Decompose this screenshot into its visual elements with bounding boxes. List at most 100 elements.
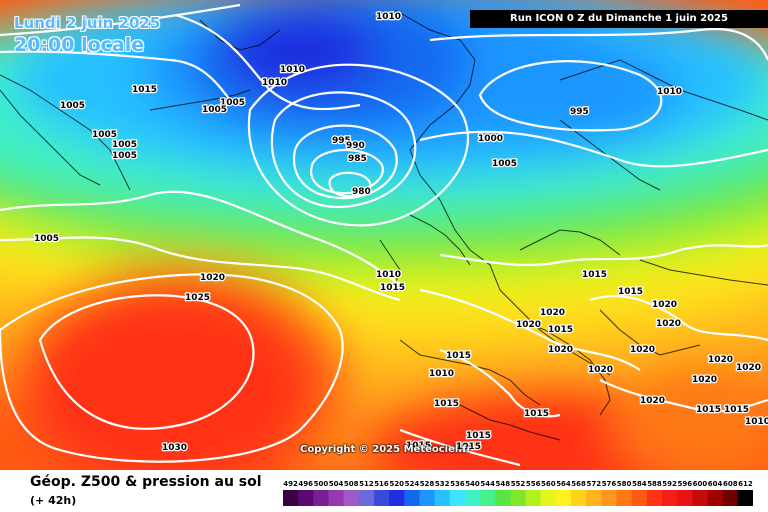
scale-tick-label: 504 bbox=[329, 480, 344, 488]
copyright-notice: Copyright © 2025 Meteociel.fr bbox=[300, 444, 472, 455]
run-info-banner: Run ICON 0 Z du Dimanche 1 juin 2025 bbox=[470, 10, 768, 28]
isobar-label: 1015 bbox=[548, 325, 573, 335]
isobar-label: 1015 bbox=[406, 441, 431, 451]
isobar-label: 1010 bbox=[745, 417, 768, 427]
scale-swatch bbox=[555, 490, 572, 506]
isobar-label: 995 bbox=[570, 107, 589, 117]
scale-tick-label: 508 bbox=[344, 480, 359, 488]
isobar-label: 1015 bbox=[132, 85, 157, 95]
scale-swatch bbox=[677, 490, 693, 506]
isobar-label: 1015 bbox=[380, 283, 405, 293]
isobar-label: 1005 bbox=[492, 159, 517, 169]
isobar-lines bbox=[0, 3, 768, 467]
scale-tick-label: 560 bbox=[541, 480, 556, 488]
scale-swatch bbox=[328, 490, 345, 506]
color-scale: 492 496 500 504 508 512 516 520 524 528 532 536 540 5… bbox=[283, 480, 753, 506]
isobar-label: 1020 bbox=[656, 319, 681, 329]
isobar-label: 1020 bbox=[640, 396, 665, 406]
scale-swatch bbox=[616, 490, 633, 506]
scale-swatch bbox=[374, 490, 390, 506]
scale-swatch bbox=[707, 490, 724, 506]
isobar-label: 1020 bbox=[630, 345, 655, 355]
scale-tick-label: 576 bbox=[602, 480, 617, 488]
scale-tick-label: 528 bbox=[420, 480, 435, 488]
isobar-label: 1020 bbox=[692, 375, 717, 385]
isobar-label: 1015 bbox=[434, 399, 459, 409]
scale-swatch bbox=[480, 490, 496, 506]
isobar-label: 1020 bbox=[548, 345, 573, 355]
scale-swatch bbox=[692, 490, 709, 506]
scale-tick-label: 552 bbox=[511, 480, 526, 488]
isobar-label: 1020 bbox=[736, 363, 761, 373]
isobar-label: 1000 bbox=[478, 134, 503, 144]
scale-tick-label: 568 bbox=[571, 480, 586, 488]
isobar-label: 1005 bbox=[60, 101, 85, 111]
isobar-label: 1010 bbox=[657, 87, 682, 97]
scale-swatch bbox=[586, 490, 602, 506]
scale-tick-label: 556 bbox=[526, 480, 541, 488]
scale-swatch bbox=[358, 490, 375, 506]
scale-tick-label: 572 bbox=[586, 480, 601, 488]
scale-swatch bbox=[449, 490, 466, 506]
isobar-label: 1010 bbox=[280, 65, 305, 75]
scale-tick-label: 496 bbox=[298, 480, 313, 488]
isobar-label: 1015 bbox=[456, 442, 481, 452]
scale-tick-label: 492 bbox=[283, 480, 298, 488]
scale-tick-label: 580 bbox=[617, 480, 632, 488]
isobar-label: 1020 bbox=[588, 365, 613, 375]
scale-swatch bbox=[434, 490, 451, 506]
isobar-label: 1005 bbox=[202, 105, 227, 115]
scale-tick-label: 588 bbox=[647, 480, 662, 488]
scale-swatch bbox=[737, 490, 753, 506]
scale-tick-label: 564 bbox=[556, 480, 571, 488]
scale-swatch bbox=[646, 490, 663, 506]
isobar-label: 1025 bbox=[185, 293, 210, 303]
isobar-label: 1020 bbox=[200, 273, 225, 283]
forecast-date: Lundi 2 juin 2025 bbox=[14, 14, 161, 32]
z500-color-field bbox=[0, 0, 768, 470]
isobar-label: 1020 bbox=[540, 308, 565, 318]
scale-swatch bbox=[298, 490, 314, 506]
scale-tick-label: 604 bbox=[708, 480, 723, 488]
scale-tick-label: 540 bbox=[465, 480, 480, 488]
isobar-label: 1005 bbox=[34, 234, 59, 244]
isobar-label: 1005 bbox=[92, 130, 117, 140]
scale-tick-label: 512 bbox=[359, 480, 374, 488]
scale-tick-label: 500 bbox=[314, 480, 329, 488]
scale-swatch bbox=[631, 490, 648, 506]
isobar-label: 1020 bbox=[652, 300, 677, 310]
isobar-label: 1010 bbox=[429, 369, 454, 379]
isobar-label: 985 bbox=[348, 154, 367, 164]
isobar-label: 1010 bbox=[262, 78, 287, 88]
isobar-label: 1015 bbox=[446, 351, 471, 361]
scale-swatch bbox=[525, 490, 542, 506]
isobar-label: 1020 bbox=[516, 320, 541, 330]
scale-swatch bbox=[540, 490, 557, 506]
scale-swatch bbox=[389, 490, 405, 506]
scale-swatch bbox=[464, 490, 481, 506]
isobar-label: 1015 bbox=[724, 405, 749, 415]
scale-tick-label: 532 bbox=[435, 480, 450, 488]
scale-swatch bbox=[601, 490, 618, 506]
scale-swatch bbox=[343, 490, 360, 506]
scale-swatch bbox=[419, 490, 436, 506]
scale-swatch bbox=[283, 490, 299, 506]
isobar-label: 995 bbox=[332, 136, 351, 146]
scale-swatch bbox=[404, 490, 420, 506]
isobar-label: 1005 bbox=[112, 151, 137, 161]
isobar-label: 1015 bbox=[466, 431, 491, 441]
scale-tick-label: 596 bbox=[677, 480, 692, 488]
scale-tick-label: 524 bbox=[405, 480, 420, 488]
forecast-local-time: 20:00 locale bbox=[14, 34, 145, 56]
legend-title: Géop. Z500 & pression au sol bbox=[30, 474, 262, 490]
isobar-label: 1015 bbox=[524, 409, 549, 419]
isobar-label: 1010 bbox=[376, 12, 401, 22]
scale-tick-label: 584 bbox=[632, 480, 647, 488]
scale-swatch bbox=[313, 490, 329, 506]
isobar-labels: 1010 1010 1010 1005 1005 1005 1015 1005 … bbox=[33, 11, 768, 455]
isobar-label: 1010 bbox=[376, 270, 401, 280]
isobar-label: 1015 bbox=[618, 287, 643, 297]
scale-swatch bbox=[495, 490, 511, 506]
isobar-label: 990 bbox=[346, 141, 365, 151]
isobar-label: 980 bbox=[352, 187, 371, 197]
